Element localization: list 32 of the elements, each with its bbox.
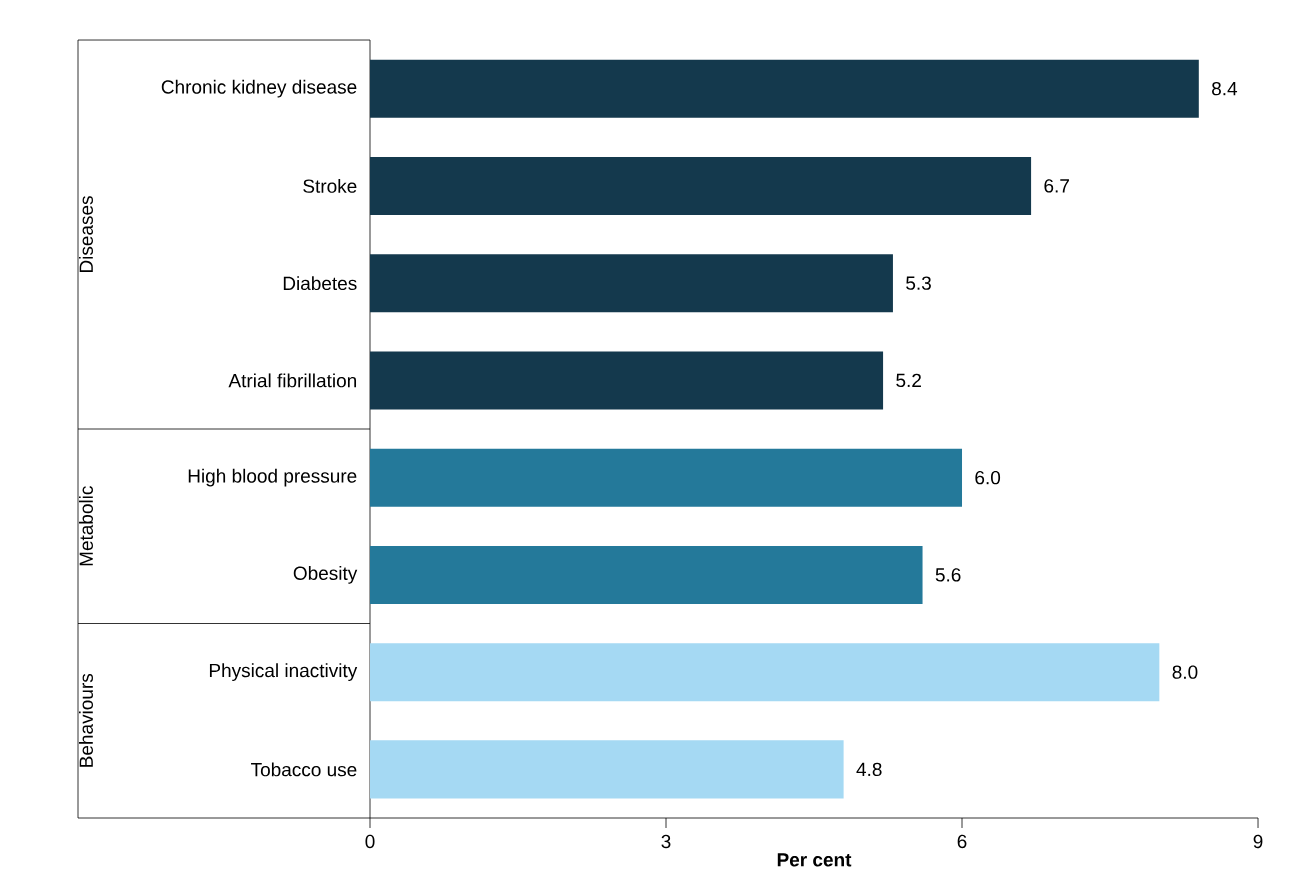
text: Behaviours [79, 673, 93, 767]
y-tick-label: Atrial fibrillation [228, 373, 357, 388]
y-tick-label: Physical inactivity [209, 663, 358, 681]
text: Metabolic [79, 486, 93, 566]
x-tick-label: 6 [957, 834, 967, 849]
y-tick-label: Stroke [303, 178, 357, 193]
data-label: 8.4 [1212, 81, 1238, 96]
y-tick-label: High blood pressure [188, 468, 357, 487]
data-label: 6.7 [1044, 179, 1069, 193]
x-axis-title: Per cent [777, 853, 852, 867]
bar [370, 448, 963, 507]
x-tick-label: 9 [1253, 834, 1263, 849]
text: Diseases [79, 196, 93, 273]
data-label: 8.0 [1172, 665, 1198, 679]
y-tick-label: Diabetes [283, 276, 357, 291]
y-tick-label: Tobacco use [251, 762, 357, 777]
bar [370, 254, 893, 313]
x-tick-label: 3 [661, 834, 671, 849]
x-tick-label: 0 [365, 834, 375, 849]
y-tick-label: Obesity [293, 566, 358, 584]
bar [370, 156, 1032, 215]
bar [370, 643, 1160, 702]
bar [370, 59, 1199, 118]
data-label: 5.6 [935, 568, 961, 582]
data-label: 4.8 [856, 762, 882, 777]
y-tick-label: Chronic kidney disease [161, 79, 357, 98]
data-label: 5.2 [896, 373, 921, 388]
data-label: 6.0 [975, 470, 1001, 485]
bar [370, 351, 884, 410]
bar [370, 545, 923, 604]
bar [370, 740, 844, 799]
data-label: 5.3 [906, 276, 931, 290]
